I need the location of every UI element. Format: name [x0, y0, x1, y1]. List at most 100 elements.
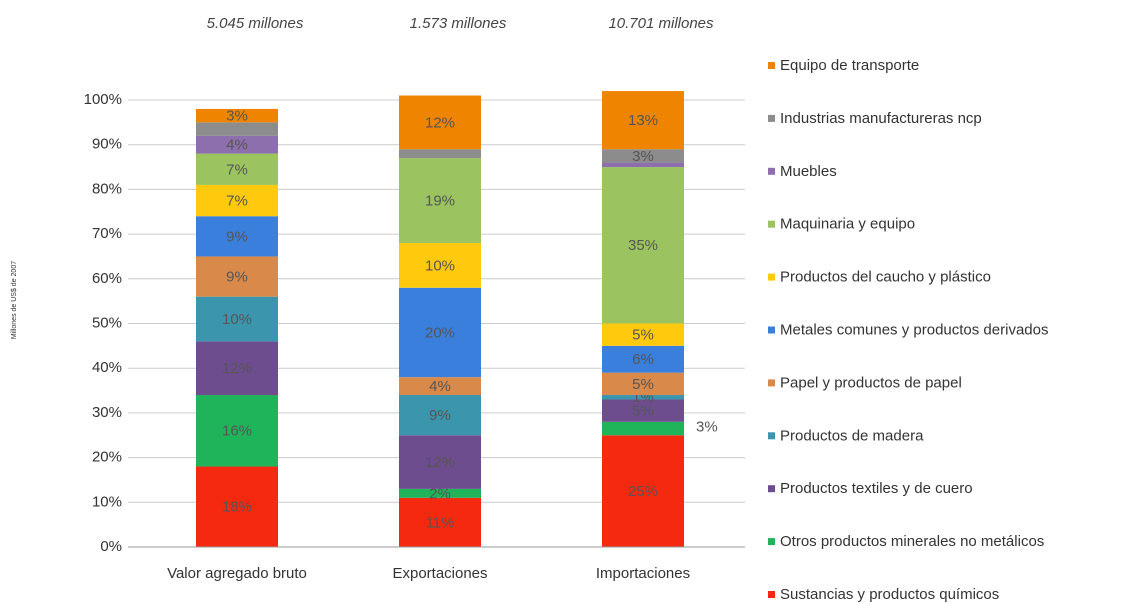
x-tick-label: Valor agregado bruto	[167, 565, 307, 582]
data-label: 25%	[628, 483, 658, 500]
bar-segment	[196, 296, 278, 342]
bar-segment	[196, 466, 278, 547]
bar-segment	[196, 341, 278, 396]
legend-swatch	[768, 167, 775, 175]
data-label: 9%	[226, 228, 248, 245]
data-label: 10%	[425, 257, 455, 274]
data-label: 12%	[425, 454, 455, 471]
legend-label: Muebles	[780, 163, 837, 180]
legend-label: Industrias manufactureras ncp	[780, 110, 982, 127]
bar-segment	[602, 399, 684, 422]
bar-segment	[399, 497, 481, 547]
y-tick-label: 90%	[92, 136, 122, 153]
bar-segment	[399, 377, 481, 396]
data-label: 3%	[632, 148, 654, 165]
data-label: 16%	[222, 423, 252, 440]
bar-segment	[399, 95, 481, 150]
legend-label: Otros productos minerales no metálicos	[780, 533, 1044, 550]
bar-segment	[602, 149, 684, 163]
legend-swatch	[768, 273, 775, 281]
data-label: 4%	[226, 137, 248, 154]
data-label: 3%	[696, 419, 718, 436]
legend-label: Maquinaria y equipo	[780, 216, 915, 233]
data-label: 18%	[222, 499, 252, 516]
legend-swatch	[768, 591, 775, 598]
y-tick-label: 20%	[92, 449, 122, 466]
y-tick-label: 100%	[84, 91, 122, 108]
bar-segment	[196, 395, 278, 467]
bar-segment	[602, 395, 684, 400]
y-tick-label: 60%	[92, 270, 122, 287]
y-tick-label: 0%	[100, 538, 122, 555]
bar-segment	[399, 243, 481, 288]
data-label: 12%	[425, 114, 455, 131]
y-tick-label: 70%	[92, 225, 122, 242]
bar-segment	[602, 167, 684, 324]
x-tick-label: Importaciones	[596, 565, 690, 582]
y-axis-label: Millones de US$ de 2007	[11, 261, 18, 339]
bar-segment	[602, 421, 684, 436]
x-tick-label: Exportaciones	[392, 565, 487, 582]
legend-label: Productos del caucho y plástico	[780, 269, 991, 286]
annotation: 10.701 millones	[608, 15, 714, 32]
legend-label: Papel y productos de papel	[780, 374, 962, 391]
y-tick-label: 10%	[92, 493, 122, 510]
legend-swatch	[768, 432, 775, 440]
bar-segment	[602, 91, 684, 150]
legend-swatch	[768, 326, 775, 334]
bar-segment	[399, 287, 481, 378]
data-label: 5%	[632, 327, 654, 344]
annotation: 1.573 millones	[410, 15, 507, 32]
bar-segment	[602, 345, 684, 373]
legend-label: Productos de madera	[780, 427, 924, 444]
data-label: 19%	[425, 193, 455, 210]
data-label: 2%	[429, 485, 451, 502]
legend-label: Sustancias y productos químicos	[780, 586, 999, 603]
bar-segment	[602, 162, 684, 168]
annotation: 5.045 millones	[207, 15, 304, 32]
bar-segment	[399, 395, 481, 436]
legend-swatch	[768, 485, 775, 493]
y-tick-label: 50%	[92, 314, 122, 331]
data-label: 7%	[226, 161, 248, 178]
data-label: 5%	[632, 403, 654, 420]
data-label: 4%	[429, 378, 451, 395]
legend-swatch	[768, 220, 775, 228]
bar-segment	[399, 435, 481, 489]
bar-segment	[196, 153, 278, 185]
bar-segment	[196, 216, 278, 257]
legend-swatch	[768, 538, 775, 546]
bar-segment	[399, 488, 481, 498]
data-label: 10%	[222, 311, 252, 328]
bar-segment	[196, 122, 278, 136]
legend-label: Metales comunes y productos derivados	[780, 321, 1048, 338]
data-label: 7%	[226, 193, 248, 210]
legend-swatch	[768, 379, 775, 387]
bar-segment	[399, 149, 481, 159]
data-label: 9%	[226, 269, 248, 286]
data-label: 5%	[632, 376, 654, 393]
bar-segment	[602, 372, 684, 396]
data-label: 13%	[628, 112, 658, 129]
data-label: 3%	[226, 108, 248, 125]
y-tick-label: 40%	[92, 359, 122, 376]
bar-segment	[196, 135, 278, 154]
y-tick-label: 80%	[92, 180, 122, 197]
legend-swatch	[768, 62, 775, 69]
legend-label: Productos textiles y de cuero	[780, 480, 973, 497]
bar-segment	[196, 108, 278, 123]
data-label: 6%	[632, 351, 654, 368]
legend-label: Equipo de transporte	[780, 57, 919, 74]
bar-segment	[602, 323, 684, 346]
legend-swatch	[768, 114, 775, 122]
bar-segment	[602, 435, 684, 547]
data-label: 35%	[628, 237, 658, 254]
data-label: 11%	[426, 514, 455, 531]
data-label: 9%	[429, 407, 451, 424]
data-label: 12%	[222, 360, 252, 377]
data-label: 20%	[425, 324, 455, 341]
bar-segment	[196, 184, 278, 217]
y-tick-label: 30%	[92, 404, 122, 421]
bar-segment	[399, 158, 481, 244]
